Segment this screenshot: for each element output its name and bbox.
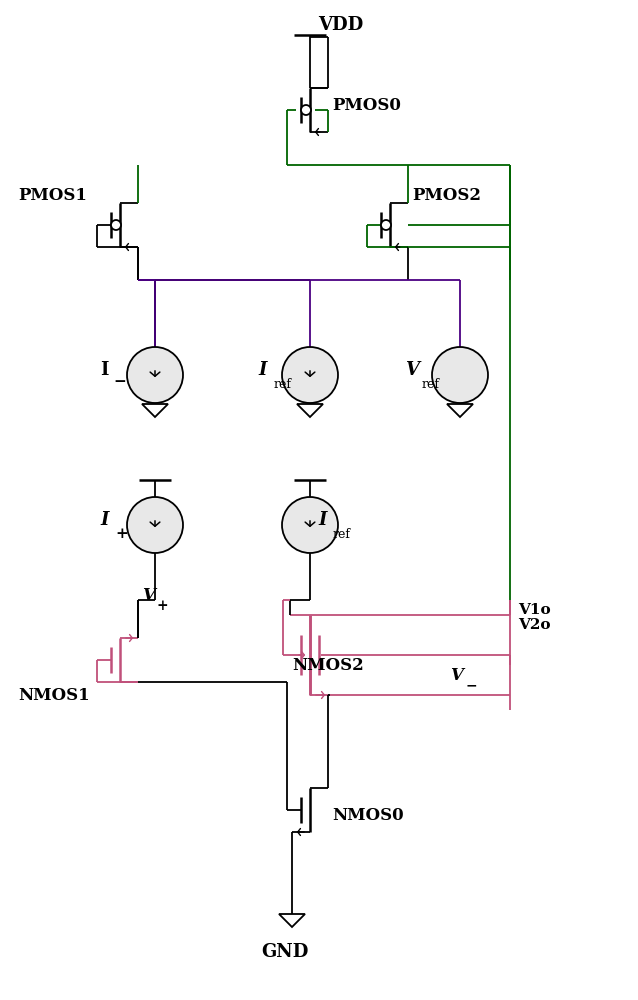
Text: V: V bbox=[142, 586, 155, 603]
Polygon shape bbox=[447, 404, 473, 417]
Circle shape bbox=[282, 497, 338, 553]
Text: I: I bbox=[100, 361, 108, 379]
Text: NMOS1: NMOS1 bbox=[18, 686, 89, 704]
Text: ref: ref bbox=[333, 528, 351, 540]
Text: V2o: V2o bbox=[518, 618, 551, 632]
Text: PMOS0: PMOS0 bbox=[332, 97, 401, 113]
Text: I: I bbox=[258, 361, 267, 379]
Polygon shape bbox=[297, 404, 323, 417]
Text: ref: ref bbox=[274, 377, 292, 390]
Text: V: V bbox=[450, 666, 463, 684]
Circle shape bbox=[111, 220, 121, 230]
Text: +: + bbox=[115, 527, 128, 541]
Text: +: + bbox=[157, 599, 168, 613]
Circle shape bbox=[301, 105, 311, 115]
Circle shape bbox=[432, 347, 488, 403]
Text: V1o: V1o bbox=[518, 603, 551, 617]
Text: PMOS2: PMOS2 bbox=[412, 186, 481, 204]
Circle shape bbox=[127, 347, 183, 403]
Circle shape bbox=[381, 220, 391, 230]
Text: I: I bbox=[100, 511, 108, 529]
Text: V: V bbox=[405, 361, 419, 379]
Text: NMOS2: NMOS2 bbox=[292, 656, 364, 674]
Text: I: I bbox=[318, 511, 327, 529]
Text: GND: GND bbox=[262, 943, 309, 961]
Text: −: − bbox=[466, 678, 478, 692]
Polygon shape bbox=[279, 914, 305, 927]
Text: NMOS0: NMOS0 bbox=[332, 806, 404, 824]
Text: −: − bbox=[113, 375, 126, 389]
Polygon shape bbox=[142, 404, 168, 417]
Circle shape bbox=[127, 497, 183, 553]
Text: PMOS1: PMOS1 bbox=[18, 186, 87, 204]
Text: VDD: VDD bbox=[318, 16, 363, 34]
Text: ref: ref bbox=[422, 377, 440, 390]
Circle shape bbox=[282, 347, 338, 403]
